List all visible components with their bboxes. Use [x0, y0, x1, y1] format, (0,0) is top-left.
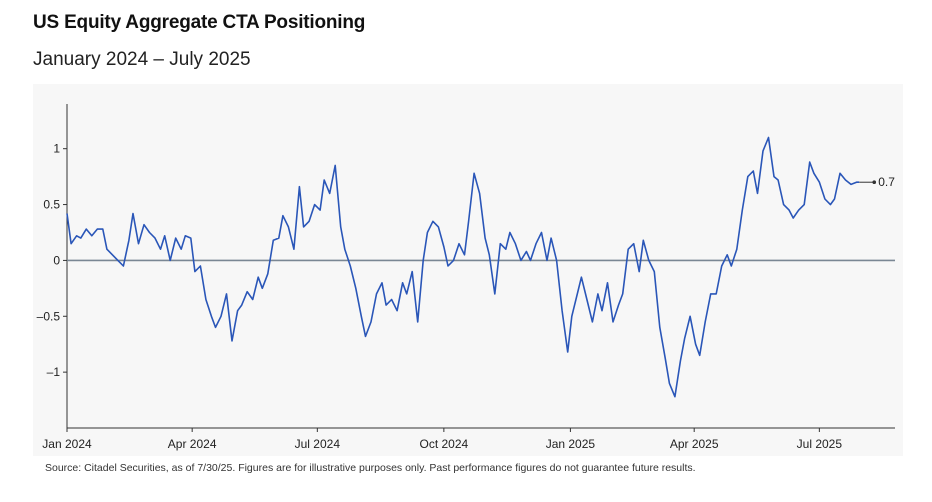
x-tick-label: Jul 2025 [797, 437, 843, 451]
chart-axes: 1 0.5 0 –0.5 –1 Jan 2024 Apr 2024 Jul 2024 Oct 2… [37, 104, 895, 451]
y-tick-label: –1 [47, 365, 61, 379]
chart-title: US Equity Aggregate CTA Positioning [33, 12, 366, 33]
x-tick-label: Apr 2024 [168, 437, 217, 451]
chart-subtitle: January 2024 – July 2025 [33, 49, 251, 70]
x-tick-label: Jan 2025 [546, 437, 596, 451]
x-tick-label: Oct 2024 [420, 437, 469, 451]
end-label-dot [872, 180, 877, 185]
y-tick-label: 0.5 [43, 198, 60, 212]
source-note: Source: Citadel Securities, as of 7/30/2… [45, 462, 696, 474]
y-tick-label: –0.5 [37, 309, 61, 323]
chart-series [66, 136, 860, 398]
series-line-0 [66, 136, 860, 398]
y-tick-label: 1 [53, 142, 60, 156]
x-tick-label: Jan 2024 [42, 437, 92, 451]
end-label: 0.7 [878, 175, 895, 189]
chart-panel: 1 0.5 0 –0.5 –1 Jan 2024 Apr 2024 Jul 2024 Oct 2… [33, 84, 903, 456]
chart-annotations: 0.7 [859, 175, 895, 189]
line-chart: 1 0.5 0 –0.5 –1 Jan 2024 Apr 2024 Jul 2024 Oct 2… [37, 104, 895, 451]
y-tick-label: 0 [53, 253, 60, 267]
x-tick-label: Apr 2025 [670, 437, 719, 451]
x-tick-label: Jul 2024 [295, 437, 341, 451]
